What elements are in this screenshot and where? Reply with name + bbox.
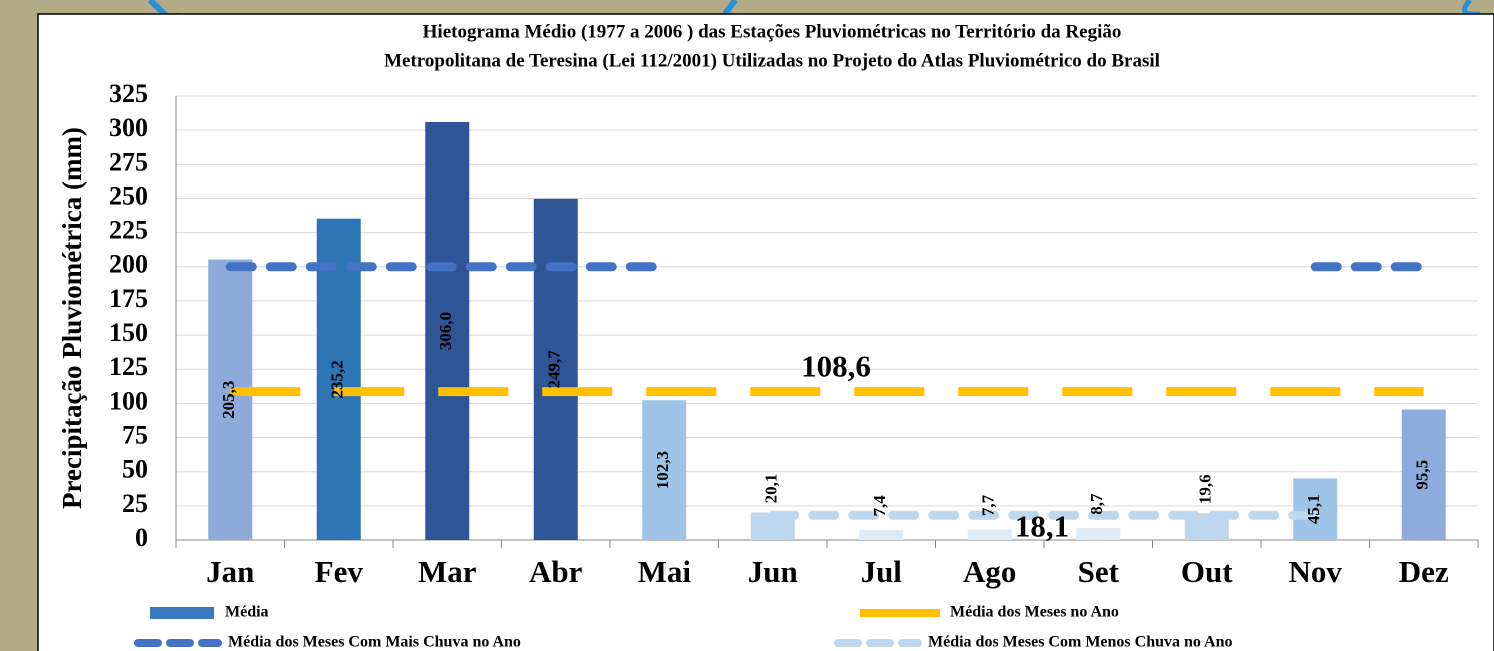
value-label: 19,6 bbox=[1196, 474, 1215, 504]
legend-label: Média dos Meses Com Mais Chuva no Ano bbox=[228, 634, 521, 651]
x-tick-label: Set bbox=[1078, 554, 1120, 589]
y-tick-label: 300 bbox=[109, 113, 148, 142]
y-tick-label: 125 bbox=[109, 352, 148, 381]
chart: Hietograma Médio (1977 a 2006 ) das Esta… bbox=[0, 0, 1494, 651]
value-label: 45,1 bbox=[1304, 494, 1323, 524]
y-tick-label: 200 bbox=[109, 250, 148, 279]
x-tick-label: Jan bbox=[206, 554, 254, 589]
value-label: 249,7 bbox=[545, 350, 564, 389]
y-tick-label: 50 bbox=[122, 455, 148, 484]
legend-label: Média bbox=[225, 604, 269, 621]
y-tick-label: 175 bbox=[109, 284, 148, 313]
x-tick-label: Jun bbox=[748, 554, 798, 589]
x-tick-label: Mai bbox=[638, 554, 692, 589]
line-label: 18,1 bbox=[1015, 508, 1069, 543]
value-label: 20,1 bbox=[762, 474, 781, 504]
value-label: 235,2 bbox=[328, 360, 347, 398]
y-tick-label: 75 bbox=[122, 421, 148, 450]
y-tick-label: 225 bbox=[109, 216, 148, 245]
x-tick-label: Jul bbox=[861, 554, 903, 589]
value-label: 306,0 bbox=[436, 312, 455, 350]
chart-title: Hietograma Médio (1977 a 2006 ) das Esta… bbox=[423, 21, 1122, 42]
value-label: 7,7 bbox=[979, 494, 998, 516]
y-tick-label: 275 bbox=[109, 147, 148, 176]
legend-label: Média dos Meses no Ano bbox=[950, 604, 1119, 621]
value-label: 7,4 bbox=[870, 495, 889, 517]
legend-swatch bbox=[150, 607, 214, 619]
bar bbox=[859, 530, 903, 540]
x-tick-label: Ago bbox=[963, 554, 1016, 589]
value-label: 8,7 bbox=[1087, 493, 1106, 515]
y-axis-label: Precipitação Pluviométrica (mm) bbox=[57, 127, 87, 509]
y-tick-label: 100 bbox=[109, 386, 148, 415]
y-tick-label: 250 bbox=[109, 181, 148, 210]
decor bbox=[1464, 0, 1480, 14]
x-tick-label: Nov bbox=[1289, 554, 1343, 589]
decor bbox=[725, 0, 735, 14]
y-tick-label: 325 bbox=[109, 79, 148, 108]
x-tick-label: Out bbox=[1181, 554, 1233, 589]
y-tick-label: 25 bbox=[122, 489, 148, 518]
value-label: 102,3 bbox=[653, 451, 672, 489]
x-tick-label: Fev bbox=[315, 554, 364, 589]
x-tick-label: Mar bbox=[418, 554, 477, 589]
bar bbox=[1076, 528, 1120, 540]
legend-label: Média dos Meses Com Menos Chuva no Ano bbox=[928, 634, 1232, 651]
x-tick-label: Dez bbox=[1399, 554, 1449, 589]
y-tick-label: 0 bbox=[135, 523, 148, 552]
y-tick-label: 150 bbox=[109, 318, 148, 347]
value-label: 205,3 bbox=[219, 381, 238, 419]
chart-title: Metropolitana de Teresina (Lei 112/2001)… bbox=[384, 50, 1160, 71]
line-label: 108,6 bbox=[801, 349, 871, 384]
bar bbox=[968, 529, 1012, 540]
value-label: 95,5 bbox=[1413, 460, 1432, 490]
x-tick-label: Abr bbox=[529, 554, 583, 589]
